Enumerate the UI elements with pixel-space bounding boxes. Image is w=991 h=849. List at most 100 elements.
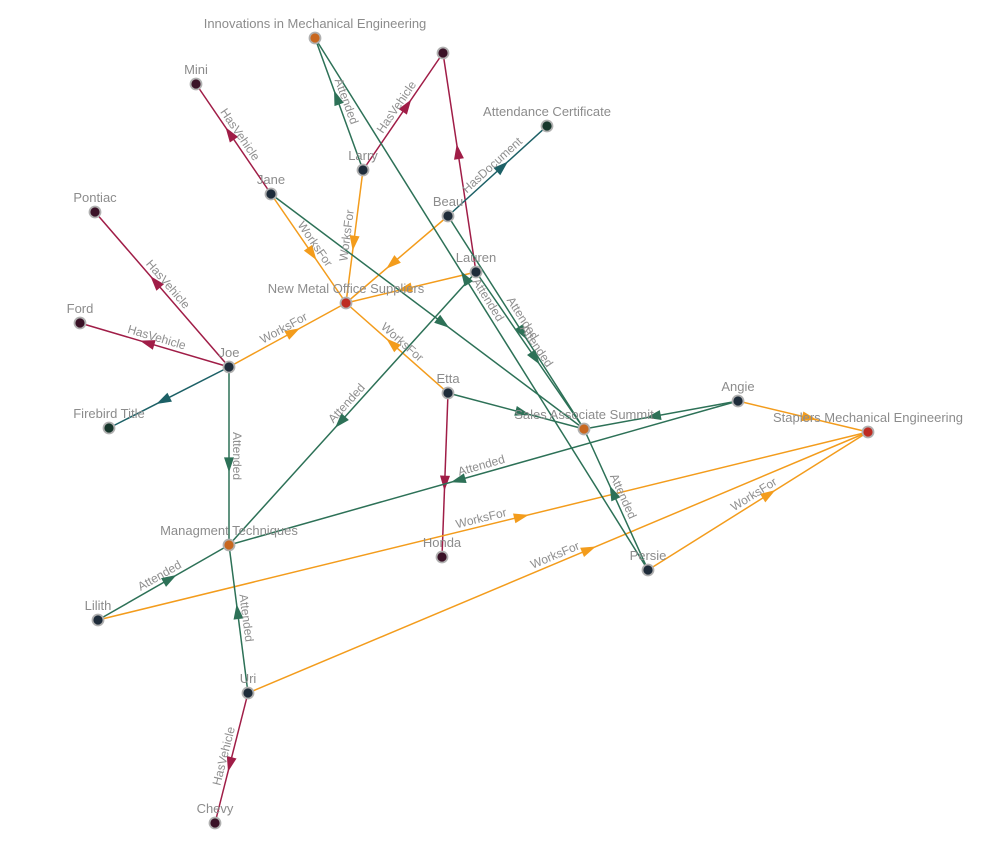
edge-arrow-uri-staplers bbox=[580, 546, 596, 557]
edge-lilith-managment bbox=[97, 544, 230, 621]
edge-labels-layer: HasVehicle HasVehicle HasVehicle HasVehicle… bbox=[126, 76, 779, 787]
edge-arrow-persie-innovations bbox=[460, 271, 474, 287]
edge-arrow-persie-staplers bbox=[759, 490, 776, 503]
node-label-larry: Larry bbox=[348, 148, 378, 163]
graph-node-firebird[interactable] bbox=[102, 421, 116, 435]
edge-arrow-angie-staplers bbox=[801, 411, 817, 422]
edge-label-joe-nmos: WorksFor bbox=[258, 309, 310, 346]
node-label-mini: Mini bbox=[184, 62, 208, 77]
graph-node-att-cert[interactable] bbox=[540, 119, 554, 133]
edge-label-uri-staplers: WorksFor bbox=[528, 539, 581, 572]
edge-arrow-uri-managment bbox=[233, 604, 244, 620]
edge-arrow-lilith-staplers bbox=[513, 513, 529, 524]
edge-arrow-beau-att-cert bbox=[493, 161, 508, 176]
node-label-firebird: Firebird Title bbox=[73, 406, 145, 421]
graph-node-beau[interactable] bbox=[441, 209, 455, 223]
edge-label-angie-managment: Attended bbox=[456, 452, 506, 479]
node-label-summit: Sales Associate Summit bbox=[514, 407, 654, 422]
graph-node-staplers[interactable] bbox=[861, 425, 875, 439]
edge-persie-innovations bbox=[314, 37, 649, 571]
node-labels-layer: Innovations in Mechanical Engineering Min… bbox=[67, 16, 963, 816]
edge-lilith-staplers bbox=[97, 431, 869, 621]
graph-node-persie[interactable] bbox=[641, 563, 655, 577]
node-label-managment: Managment Techniques bbox=[160, 523, 298, 538]
node-label-etta: Etta bbox=[436, 371, 460, 386]
graph-node-angie[interactable] bbox=[731, 394, 745, 408]
edge-arrow-etta-summit bbox=[514, 406, 531, 416]
node-label-staplers: Staplers Mechanical Engineering bbox=[773, 410, 963, 425]
edge-arrow-joe-managment bbox=[224, 457, 234, 473]
edge-persie-staplers bbox=[647, 431, 869, 571]
edge-arrow-uri-chevy bbox=[226, 756, 237, 772]
edge-arrow-larry-nmos bbox=[349, 235, 360, 251]
graph-node-chevy[interactable] bbox=[208, 816, 222, 830]
graph-node-ford[interactable] bbox=[73, 316, 87, 330]
node-label-innovations: Innovations in Mechanical Engineering bbox=[204, 16, 427, 31]
node-label-persie: Persie bbox=[630, 548, 667, 563]
edge-arrow-persie-summit bbox=[609, 485, 621, 502]
edge-uri-staplers bbox=[247, 431, 869, 694]
edge-label-jane-mini: HasVehicle bbox=[217, 106, 263, 164]
graph-node-pontiac[interactable] bbox=[88, 205, 102, 219]
graph-node-lilith[interactable] bbox=[91, 613, 105, 627]
graph-node-nmos[interactable] bbox=[339, 296, 353, 310]
node-label-ford: Ford bbox=[67, 301, 94, 316]
edge-label-uri-managment: Attended bbox=[236, 593, 256, 642]
graph-node-summit[interactable] bbox=[577, 422, 591, 436]
edge-arrow-joe-ford bbox=[139, 340, 156, 350]
edges-layer bbox=[79, 37, 869, 824]
edge-arrow-lauren-summit bbox=[527, 349, 540, 365]
edge-joe-pontiac bbox=[94, 211, 230, 368]
edge-arrow-etta-nmos bbox=[386, 338, 401, 353]
edge-label-larry-nmos: WorksFor bbox=[336, 209, 356, 262]
graph-node-mini[interactable] bbox=[189, 77, 203, 91]
edge-arrow-jane-nmos bbox=[303, 244, 317, 261]
edge-label-larry-vehicle-unlabeled: HasVehicle bbox=[374, 78, 420, 136]
edge-arrow-beau-nmos bbox=[386, 255, 401, 269]
edge-arrow-joe-pontiac bbox=[150, 276, 164, 291]
graph-node-innovations[interactable] bbox=[308, 31, 322, 45]
node-label-chevy: Chevy bbox=[197, 801, 234, 816]
node-label-angie: Angie bbox=[721, 379, 754, 394]
graph-node-jane[interactable] bbox=[264, 187, 278, 201]
edge-arrow-beau-summit bbox=[514, 324, 527, 340]
node-label-uri: Uri bbox=[240, 671, 257, 686]
graph-node-etta[interactable] bbox=[441, 386, 455, 400]
edge-arrow-jane-mini bbox=[225, 127, 239, 143]
edge-arrow-jane-summit bbox=[434, 314, 450, 328]
edge-label-joe-pontiac: HasVehicle bbox=[143, 257, 193, 312]
edge-label-lilith-staplers: WorksFor bbox=[454, 505, 508, 531]
edge-label-joe-managment: Attended bbox=[230, 432, 244, 480]
graph-node-joe[interactable] bbox=[222, 360, 236, 374]
edge-joe-ford bbox=[79, 322, 230, 368]
graph-node-vehicle-unlabeled[interactable] bbox=[436, 46, 450, 60]
node-label-pontiac: Pontiac bbox=[73, 190, 117, 205]
edge-arrow-lilith-managment bbox=[161, 575, 177, 587]
edge-label-uri-chevy: HasVehicle bbox=[210, 725, 238, 787]
edge-etta-honda bbox=[441, 392, 449, 558]
edge-jane-summit bbox=[270, 193, 585, 430]
edge-label-etta-nmos: WorksFor bbox=[378, 320, 426, 365]
graph-node-larry[interactable] bbox=[356, 163, 370, 177]
edge-arrow-angie-summit bbox=[645, 410, 662, 420]
edge-arrow-lauren-managment bbox=[335, 413, 349, 428]
edge-label-joe-ford: HasVehicle bbox=[126, 322, 188, 353]
edge-arrow-lauren-nmos bbox=[397, 282, 413, 293]
graph-node-uri[interactable] bbox=[241, 686, 255, 700]
edge-arrow-larry-innovations bbox=[334, 90, 344, 107]
edge-arrow-lauren-vehicle-unlabeled bbox=[454, 144, 464, 160]
graph-node-honda[interactable] bbox=[435, 550, 449, 564]
graph-node-lauren[interactable] bbox=[469, 265, 483, 279]
edge-arrow-larry-vehicle-unlabeled bbox=[398, 99, 412, 115]
edge-label-beau-att-cert: HasDocument bbox=[459, 134, 525, 196]
edge-beau-summit bbox=[447, 215, 585, 430]
graph-node-managment[interactable] bbox=[222, 538, 236, 552]
edge-lauren-vehicle-unlabeled bbox=[442, 52, 477, 273]
node-label-nmos: New Metal Office Suppliers bbox=[268, 281, 425, 296]
edge-angie-managment bbox=[228, 400, 739, 546]
edge-persie-summit bbox=[583, 428, 649, 571]
edge-lauren-summit bbox=[475, 271, 585, 430]
edge-arrow-joe-firebird bbox=[156, 392, 172, 404]
